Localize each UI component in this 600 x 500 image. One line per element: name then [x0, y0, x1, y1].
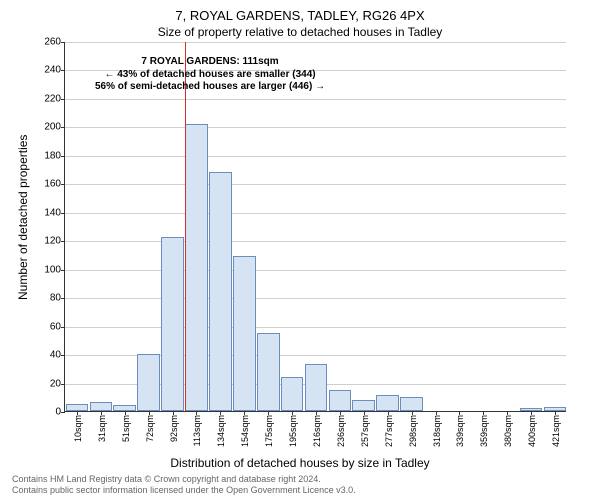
chart-annotation: 7 ROYAL GARDENS: 111sqm← 43% of detached…	[95, 56, 325, 94]
ytick-mark	[61, 241, 65, 242]
grid-line	[65, 42, 566, 43]
ytick-label: 60	[50, 321, 61, 332]
xtick-label: 92sqm	[169, 415, 179, 442]
xtick-label: 257sqm	[360, 415, 370, 447]
xtick-label: 359sqm	[479, 415, 489, 447]
xtick-label: 421sqm	[551, 415, 561, 447]
ytick-label: 120	[44, 236, 61, 247]
footer-line-2: Contains public sector information licen…	[12, 485, 356, 496]
ytick-mark	[61, 213, 65, 214]
ytick-mark	[61, 42, 65, 43]
histogram-bar	[233, 256, 256, 411]
ytick-label: 0	[55, 407, 61, 418]
ytick-mark	[61, 327, 65, 328]
grid-line	[65, 270, 566, 271]
xtick-label: 31sqm	[97, 415, 107, 442]
histogram-bar	[352, 400, 375, 411]
ytick-label: 200	[44, 122, 61, 133]
ytick-mark	[61, 70, 65, 71]
ytick-label: 80	[50, 293, 61, 304]
xtick-label: 154sqm	[240, 415, 250, 447]
grid-line	[65, 184, 566, 185]
chart-annotation-line: 7 ROYAL GARDENS: 111sqm	[95, 56, 325, 69]
ytick-label: 160	[44, 179, 61, 190]
chart-title-2: Size of property relative to detached ho…	[12, 25, 588, 39]
xtick-label: 216sqm	[312, 415, 322, 447]
y-axis-title: Number of detached properties	[16, 135, 30, 300]
histogram-bar	[185, 124, 208, 411]
xtick-label: 175sqm	[264, 415, 274, 447]
ytick-label: 260	[44, 37, 61, 48]
xtick-label: 298sqm	[408, 415, 418, 447]
ytick-mark	[61, 355, 65, 356]
xtick-label: 400sqm	[527, 415, 537, 447]
ytick-label: 140	[44, 207, 61, 218]
footer-line-1: Contains HM Land Registry data © Crown c…	[12, 474, 356, 485]
ytick-label: 220	[44, 93, 61, 104]
ytick-mark	[61, 127, 65, 128]
xtick-label: 318sqm	[432, 415, 442, 447]
grid-line	[65, 298, 566, 299]
ytick-mark	[61, 384, 65, 385]
ytick-label: 240	[44, 65, 61, 76]
footer-attribution: Contains HM Land Registry data © Crown c…	[12, 474, 356, 497]
histogram-bar	[329, 390, 352, 411]
chart-annotation-line: ← 43% of detached houses are smaller (34…	[95, 69, 325, 82]
ytick-mark	[61, 270, 65, 271]
ytick-mark	[61, 412, 65, 413]
grid-line	[65, 99, 566, 100]
chart-plot-area: 02040608010012014016018020022024026010sq…	[64, 42, 566, 412]
histogram-bar	[257, 333, 280, 411]
xtick-label: 277sqm	[384, 415, 394, 447]
ytick-label: 40	[50, 350, 61, 361]
chart-title-1: 7, ROYAL GARDENS, TADLEY, RG26 4PX	[12, 8, 588, 23]
grid-line	[65, 127, 566, 128]
ytick-label: 180	[44, 150, 61, 161]
histogram-bar	[161, 237, 184, 411]
histogram-bar	[281, 377, 304, 411]
histogram-bar	[376, 395, 399, 411]
xtick-label: 339sqm	[455, 415, 465, 447]
chart-annotation-line: 56% of semi-detached houses are larger (…	[95, 81, 325, 94]
histogram-bar	[66, 404, 89, 411]
xtick-label: 236sqm	[336, 415, 346, 447]
xtick-label: 195sqm	[288, 415, 298, 447]
grid-line	[65, 213, 566, 214]
xtick-label: 113sqm	[192, 415, 202, 446]
histogram-bar	[90, 402, 113, 411]
grid-line	[65, 156, 566, 157]
ytick-mark	[61, 298, 65, 299]
ytick-label: 100	[44, 264, 61, 275]
ytick-mark	[61, 156, 65, 157]
xtick-label: 72sqm	[145, 415, 155, 442]
histogram-bar	[305, 364, 328, 411]
grid-line	[65, 241, 566, 242]
x-axis-title: Distribution of detached houses by size …	[0, 456, 600, 470]
xtick-label: 134sqm	[216, 415, 226, 447]
histogram-bar	[400, 397, 423, 411]
histogram-bar	[137, 354, 160, 411]
ytick-mark	[61, 184, 65, 185]
xtick-label: 380sqm	[503, 415, 513, 447]
ytick-mark	[61, 99, 65, 100]
xtick-label: 51sqm	[121, 415, 131, 442]
marker-line	[185, 42, 186, 411]
grid-line	[65, 327, 566, 328]
ytick-label: 20	[50, 378, 61, 389]
histogram-bar	[209, 172, 232, 411]
xtick-label: 10sqm	[73, 415, 83, 442]
